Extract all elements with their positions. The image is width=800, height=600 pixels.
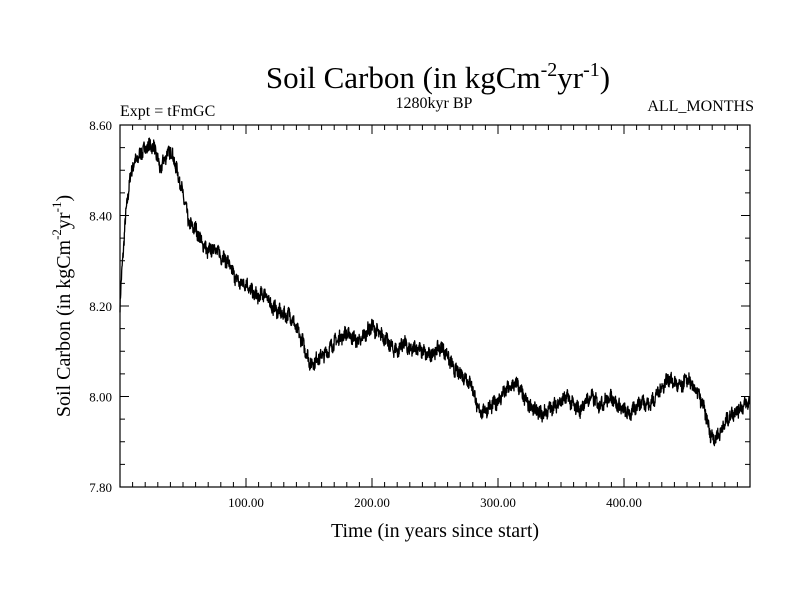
subtitle-months: ALL_MONTHS: [647, 98, 754, 115]
y-axis-label: Soil Carbon (in kgCm-2yr-1): [49, 195, 75, 417]
series-layer: [119, 137, 751, 447]
axis-ticks: 100.00 200.00 300.00 400.00 7.80 8.00 8.20 8.40…: [89, 118, 750, 510]
subtitle-experiment: Expt = tFmGC: [120, 103, 215, 120]
y-tick-label: 8.40: [89, 209, 112, 224]
series-line: [119, 137, 751, 447]
subtitle-period: 1280kyr BP: [396, 95, 473, 112]
y-tick-label: 8.20: [89, 299, 112, 314]
x-tick-label: 300.00: [480, 495, 516, 510]
chart-title: Soil Carbon (in kgCm-2yr-1): [266, 59, 610, 95]
x-tick-label: 200.00: [354, 495, 390, 510]
x-axis-label: Time (in years since start): [331, 520, 539, 542]
y-tick-label: 8.60: [89, 118, 112, 133]
x-tick-label: 100.00: [228, 495, 264, 510]
x-tick-label: 400.00: [606, 495, 642, 510]
plot-frame: [119, 124, 751, 488]
y-tick-label: 8.00: [89, 390, 112, 405]
y-tick-label: 7.80: [89, 480, 112, 495]
